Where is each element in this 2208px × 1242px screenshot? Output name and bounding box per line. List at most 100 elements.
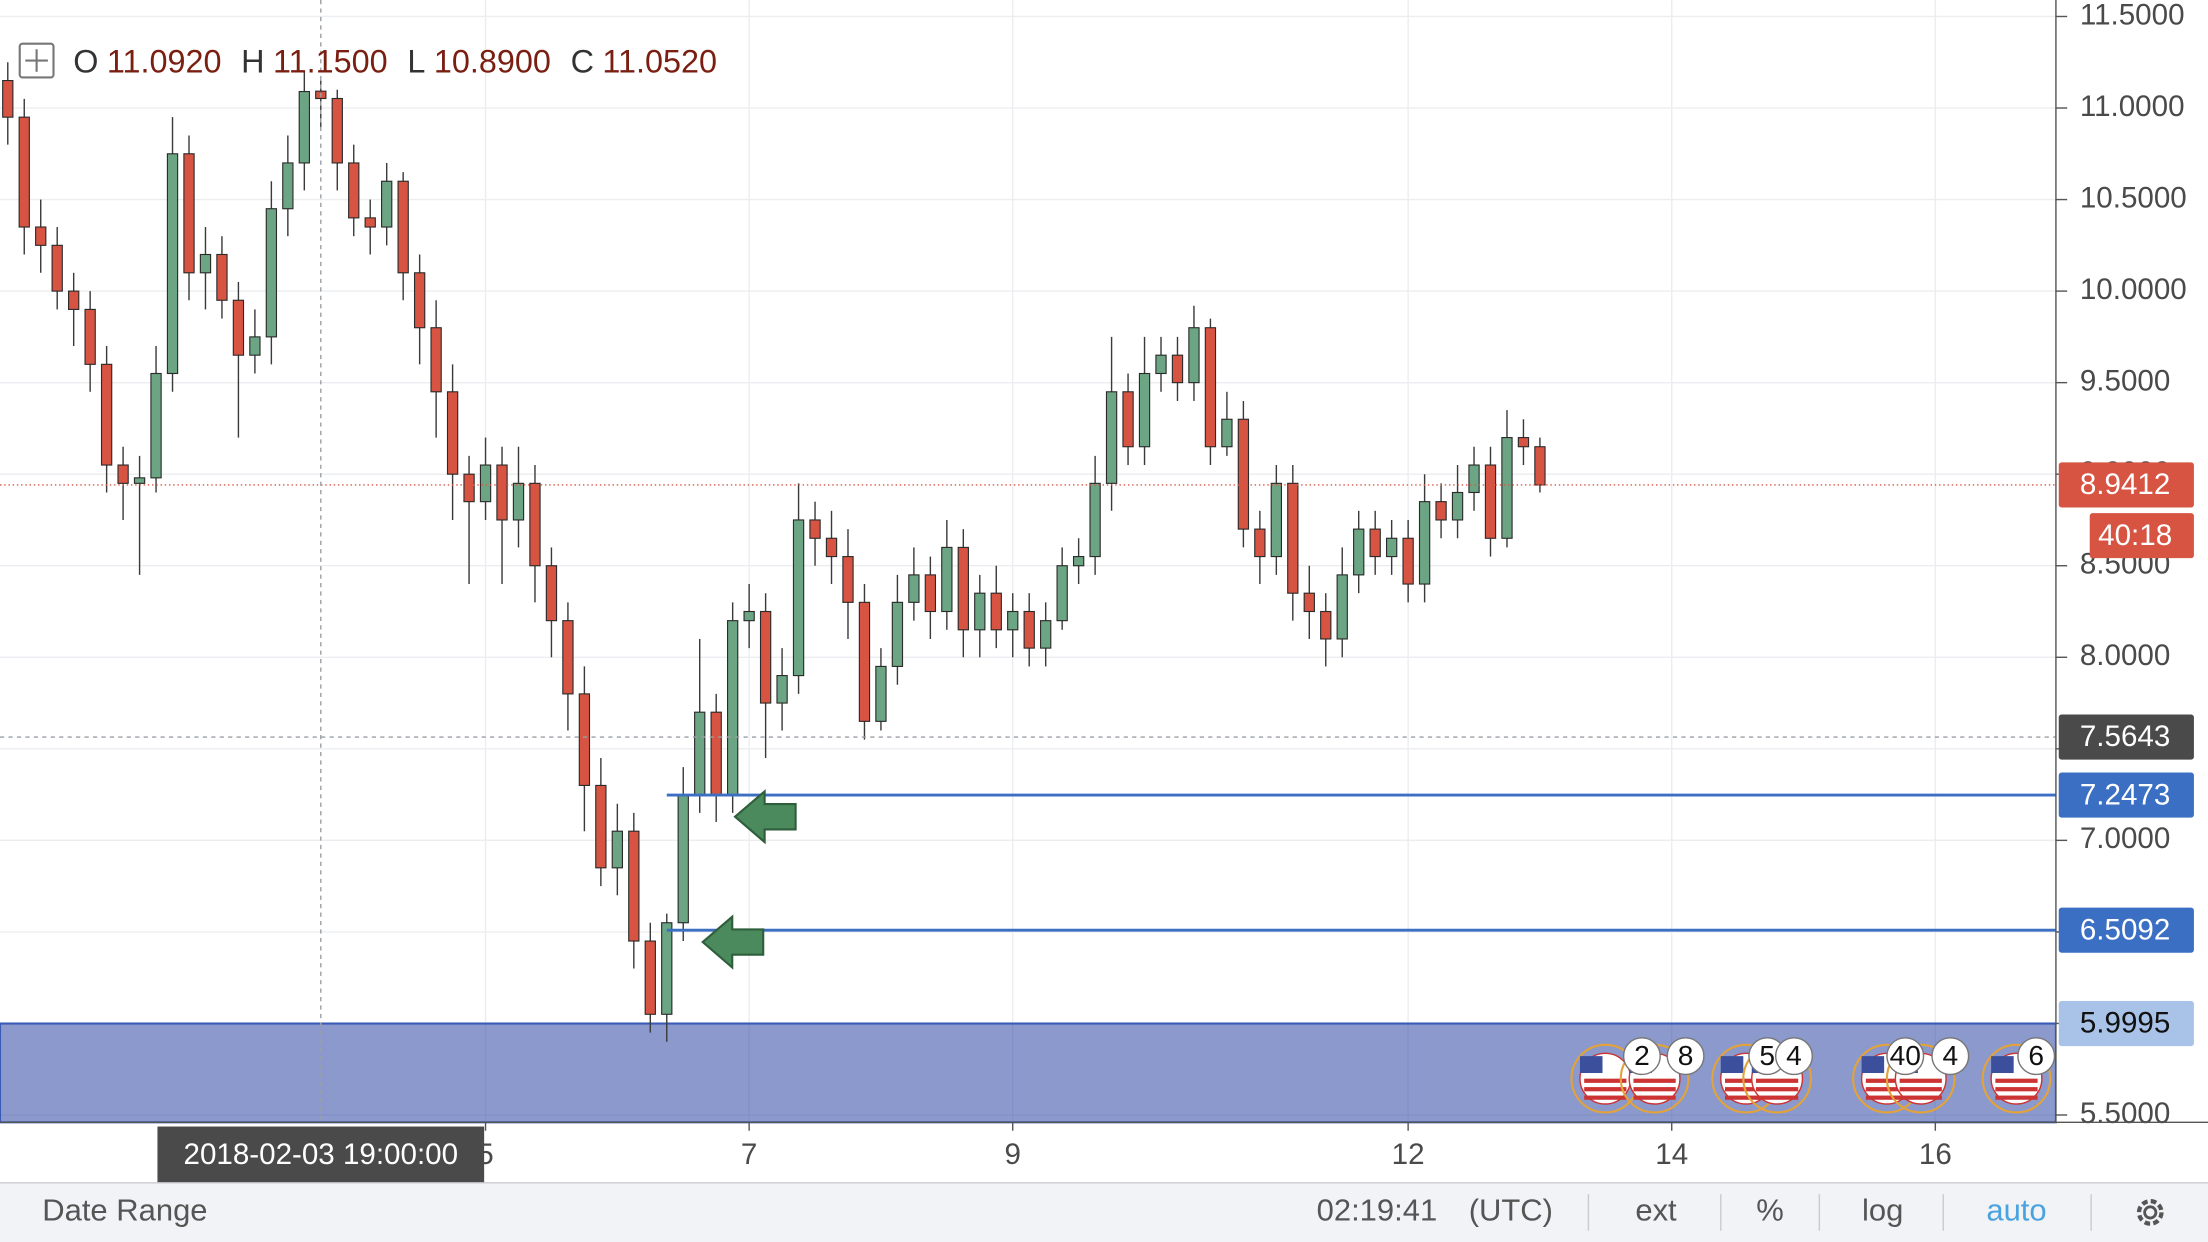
candle-body: [1369, 528, 1381, 558]
price-axis-labels: 5.50006.00006.50007.00007.50008.00008.50…: [2055, 0, 2194, 1130]
candle-body: [1484, 464, 1497, 539]
candle-body: [512, 482, 525, 521]
arrow: [701, 914, 765, 970]
event-badge-label: 40: [1890, 1040, 1921, 1071]
candle-body: [825, 537, 838, 558]
candle-body: [35, 226, 47, 246]
toolbar: [0, 1182, 2208, 1242]
candle-body: [1336, 574, 1348, 640]
candle-body: [216, 253, 228, 301]
price-badge: [2058, 772, 2194, 818]
auto-button[interactable]: auto: [1986, 1193, 2046, 1228]
candle-body: [661, 922, 673, 1015]
candle-body: [381, 180, 393, 228]
crosshair-time-badge: [157, 1126, 485, 1183]
candle-body: [479, 464, 492, 503]
candle-body: [1138, 372, 1151, 448]
candle-body: [166, 153, 179, 375]
candle-body: [298, 90, 310, 164]
price-badge-label: 7.2473: [2080, 778, 2170, 811]
y-tick-label: 10.5000: [2080, 181, 2187, 214]
ohlc-label: L: [407, 43, 425, 79]
event-badge: [1886, 1037, 1925, 1076]
event-badge-label: 6: [2028, 1040, 2044, 1071]
candle-body: [644, 940, 656, 1015]
event-badge: [1666, 1037, 1705, 1076]
event-flag-canton: [1720, 1056, 1744, 1074]
candle-body: [232, 299, 245, 356]
y-tick-label: 11.5000: [2080, 0, 2185, 31]
candle-body: [1270, 482, 1283, 558]
candle-body: [199, 253, 212, 274]
percent-button[interactable]: %: [1756, 1193, 1784, 1228]
date-range[interactable]: Date Range: [42, 1193, 207, 1228]
candle-body: [1320, 610, 1332, 640]
countdown-badge: [2089, 513, 2194, 559]
event-ring: [1981, 1043, 2052, 1114]
candle-body: [1254, 528, 1266, 558]
candle-body: [628, 830, 640, 942]
clock: 02:19:41: [1317, 1193, 1438, 1228]
event-flag-stripe: [1584, 1087, 1627, 1092]
candle-body: [1040, 620, 1052, 649]
event-flag-stripe: [1633, 1095, 1676, 1100]
event-flag-stripe: [1899, 1095, 1942, 1100]
candles: [2, 62, 1546, 1042]
candle-body: [1517, 437, 1530, 448]
candle-body: [1188, 327, 1200, 384]
event-flag-stripe: [1725, 1078, 1768, 1083]
event-flag-stripe: [1755, 1095, 1799, 1100]
candle-body: [974, 592, 986, 631]
candle-body: [348, 162, 360, 219]
candle-body: [677, 794, 689, 924]
event-badge: [1931, 1037, 1970, 1076]
y-tick-label: 10.0000: [2080, 273, 2187, 306]
events: 2 8 5 4 40 4 6: [1570, 1037, 2056, 1114]
event-badge-label: 8: [1678, 1040, 1694, 1071]
candle-body: [1221, 418, 1233, 448]
ohlc-value: 11.1500: [273, 43, 388, 79]
candle-body: [924, 574, 937, 613]
event-flag-stripe: [1633, 1087, 1676, 1092]
event-flag-canton: [1991, 1056, 2014, 1074]
event-flag-stripe: [1899, 1087, 1942, 1092]
event-flag-stripe: [1584, 1095, 1627, 1100]
candle-body: [562, 620, 574, 695]
event-badge: [2017, 1037, 2056, 1076]
candle-body: [1023, 610, 1035, 649]
x-tick-label: 16: [1919, 1138, 1952, 1171]
candle-body: [842, 556, 854, 603]
candle-body: [1089, 482, 1101, 558]
candle-body: [413, 272, 426, 329]
gear-hub: [2143, 1205, 2158, 1220]
event-ring: [1885, 1043, 1956, 1114]
candle-body: [1072, 556, 1085, 567]
event-flag-stripe: [1725, 1095, 1768, 1100]
event-flag-stripe: [1865, 1095, 1909, 1100]
event-flag-stripe: [1865, 1087, 1909, 1092]
ext-button[interactable]: ext: [1635, 1193, 1677, 1228]
candle-body: [249, 336, 261, 356]
settings-button[interactable]: [2136, 1199, 2164, 1226]
candle-body: [1402, 537, 1414, 585]
candle-body: [792, 519, 805, 677]
timezone[interactable]: (UTC): [1469, 1193, 1553, 1228]
candle-body: [397, 180, 409, 274]
candle-body: [710, 711, 722, 796]
crosshair-time-label: 2018-02-03 19:00:00: [184, 1138, 459, 1171]
candle-body: [1385, 537, 1398, 558]
log-button[interactable]: log: [1862, 1193, 1903, 1228]
candle-body: [150, 372, 162, 479]
arrow: [733, 789, 797, 845]
zone-badge-label: 5.9995: [2080, 1007, 2170, 1040]
candle-body: [1303, 592, 1315, 613]
candle-body: [68, 290, 80, 310]
candle-body: [611, 830, 624, 869]
candle-body: [84, 308, 96, 365]
candle-body: [1204, 327, 1217, 448]
candle-body: [1468, 464, 1480, 494]
event-flag-canton: [1579, 1056, 1603, 1074]
event-flag-stripe: [1755, 1078, 1799, 1083]
ohlc-label: C: [571, 43, 594, 79]
